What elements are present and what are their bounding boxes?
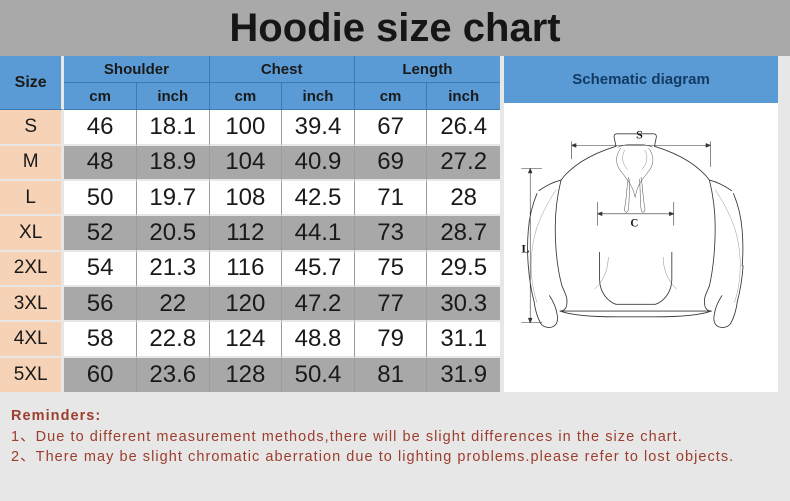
svg-text:S: S xyxy=(636,128,643,142)
svg-text:C: C xyxy=(630,217,638,229)
svg-text:L: L xyxy=(522,241,530,255)
